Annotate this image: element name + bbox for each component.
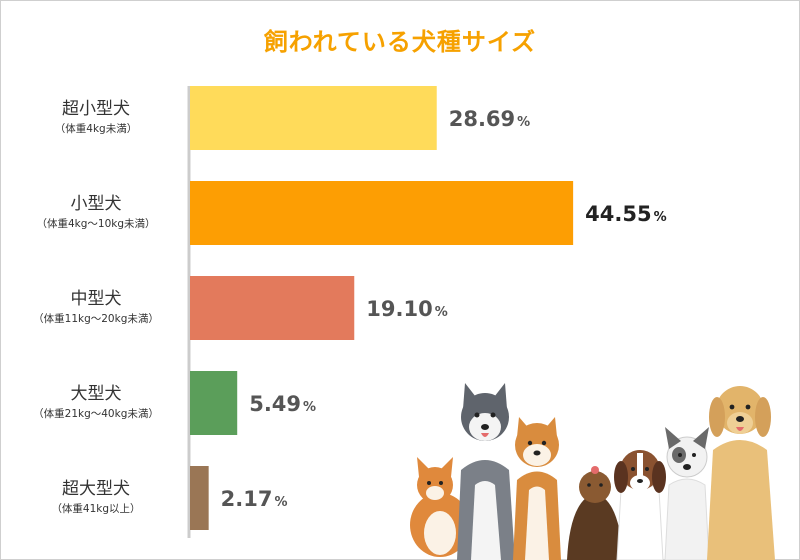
category-label: 小型犬	[71, 194, 122, 214]
data-label-unit: %	[274, 495, 287, 510]
data-label-unit: %	[303, 400, 316, 415]
data-label: 2.17%	[221, 487, 288, 511]
data-label: 44.55%	[585, 202, 666, 226]
corgi-dog	[410, 457, 470, 557]
data-label: 28.69%	[449, 107, 530, 131]
data-label: 19.10%	[366, 297, 447, 321]
category-label: 超大型犬	[62, 479, 130, 499]
data-label-unit: %	[517, 115, 530, 130]
beagle-dog	[614, 450, 666, 560]
category-label: 中型犬	[71, 289, 122, 309]
category-sublabel: （体重41kg以上）	[51, 502, 140, 515]
bar	[190, 86, 437, 150]
husky-dog	[457, 383, 515, 560]
dogs-illustration	[410, 383, 775, 560]
data-label: 5.49%	[249, 392, 316, 416]
category-label: 超小型犬	[62, 99, 130, 119]
bulldog-dog	[664, 427, 710, 560]
bar	[190, 371, 238, 435]
data-label-unit: %	[435, 305, 448, 320]
category-sublabel: （体重11kg〜20kg未満）	[33, 312, 159, 325]
category-label: 大型犬	[71, 384, 122, 404]
data-label-unit: %	[654, 210, 667, 225]
chart-title: 飼われている犬種サイズ	[263, 28, 537, 56]
yorkie-dog	[567, 466, 623, 560]
bar	[190, 181, 574, 245]
bar	[190, 466, 209, 530]
category-sublabel: （体重4kg〜10kg未満）	[36, 217, 155, 230]
category-sublabel: （体重21kg〜40kg未満）	[33, 407, 159, 420]
bar	[190, 276, 355, 340]
golden-retriever-dog	[707, 386, 775, 560]
category-sublabel: （体重4kg未満）	[55, 122, 137, 135]
shiba-dog	[513, 417, 561, 560]
